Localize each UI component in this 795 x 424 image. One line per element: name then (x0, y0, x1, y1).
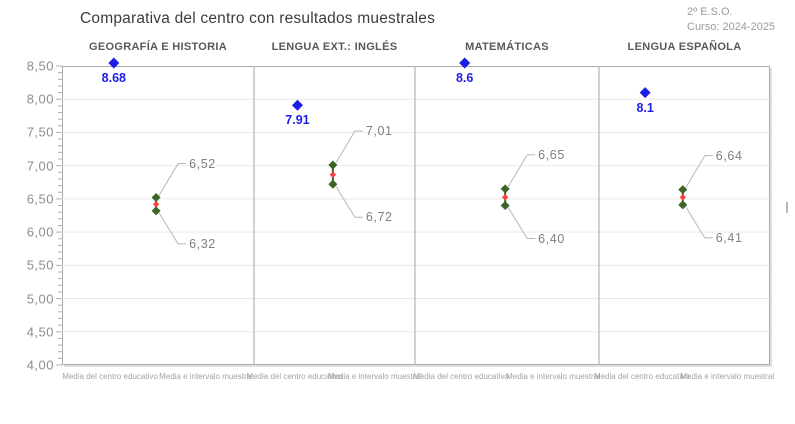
center-mean-marker (108, 57, 120, 69)
interval-low-value: 6,40 (538, 231, 565, 246)
leader-line-high (158, 163, 187, 196)
y-axis-tick-label: 7,50 (26, 124, 54, 140)
y-axis-tick-label: 4,50 (26, 324, 54, 340)
interval-high-value: 6,65 (538, 147, 565, 162)
interval-mid-marker (329, 171, 337, 178)
y-axis-tick-label: 6,50 (26, 191, 54, 207)
x-axis-category-label: Media del centro educativo (62, 372, 158, 381)
interval-high-marker (678, 185, 688, 195)
center-mean-marker (291, 99, 303, 111)
leader-line-low (335, 186, 363, 218)
x-axis-category-label: Media e intervalo muestral (680, 372, 775, 381)
interval-high-marker (151, 193, 161, 203)
interval-low-value: 6,32 (189, 236, 216, 251)
interval-mid-marker (679, 194, 686, 201)
y-axis-tick-label: 4,00 (26, 357, 54, 373)
y-axis-tick-label: 7,00 (26, 158, 54, 174)
leader-line-low (685, 206, 713, 239)
leader-line-low (158, 212, 187, 245)
chart-title: Comparativa del centro con resultados mu… (80, 10, 436, 27)
center-mean-value: 8.6 (455, 71, 474, 85)
interval-mid-marker (152, 201, 160, 208)
leader-line-high (507, 154, 536, 188)
y-axis-tick-label: 5,50 (26, 257, 54, 273)
leader-line-high (685, 155, 713, 188)
interval-low-marker (328, 179, 338, 189)
grade-label: 2º E.S.O. (687, 6, 733, 18)
panel-header-subject: LENGUA EXT.: INGLÉS (271, 41, 398, 53)
interval-low-marker (500, 201, 510, 211)
center-mean-value: 8.68 (101, 71, 126, 85)
y-axis-tick-label: 8,00 (26, 91, 54, 107)
interval-high-marker (500, 184, 510, 194)
interval-low-marker (678, 200, 688, 210)
x-axis-category-label: Media e intervalo muestral (506, 372, 600, 381)
y-axis-tick-label: 6,00 (26, 224, 54, 240)
interval-high-value: 6,52 (189, 156, 216, 171)
center-mean-value: 7.91 (285, 113, 310, 128)
chart-canvas (56, 57, 770, 366)
x-axis-category-label: Media del centro educativo (593, 372, 690, 381)
panel-header-subject: GEOGRAFÍA E HISTORIA (88, 41, 228, 53)
interval-high-marker (328, 160, 338, 170)
course-label: Curso: 2024-2025 (687, 21, 776, 33)
center-mean-marker (459, 57, 471, 69)
leader-line-high (335, 130, 363, 164)
interval-low-marker (151, 206, 161, 216)
right-edge-mark (786, 202, 788, 213)
plot-area-border (62, 66, 770, 365)
interval-high-value: 6,64 (715, 148, 743, 163)
y-axis-tick-label: 8,50 (26, 58, 54, 74)
interval-low-value: 6,41 (715, 230, 743, 245)
center-mean-value: 8.1 (636, 100, 654, 115)
interval-mid-marker (501, 194, 509, 201)
report-meta: 2º E.S.O. Curso: 2024-2025 (687, 5, 775, 35)
panel-header-subject: LENGUA ESPAÑOLA (627, 41, 742, 53)
leader-line-low (507, 207, 536, 240)
x-axis-category-label: Media del centro educativo (413, 372, 509, 381)
y-axis-tick-label: 5,00 (26, 291, 54, 307)
panel-header-subject: MATEMÁTICAS (465, 41, 549, 53)
interval-low-value: 6,72 (365, 210, 393, 225)
center-mean-marker (639, 87, 651, 99)
x-axis-category-label: Media e intervalo muestral (159, 372, 253, 381)
interval-high-value: 7,01 (365, 124, 393, 138)
x-axis-category-label: Media del centro educativo (246, 372, 343, 381)
x-axis-category-label: Media e intervalo muestral (327, 372, 422, 381)
